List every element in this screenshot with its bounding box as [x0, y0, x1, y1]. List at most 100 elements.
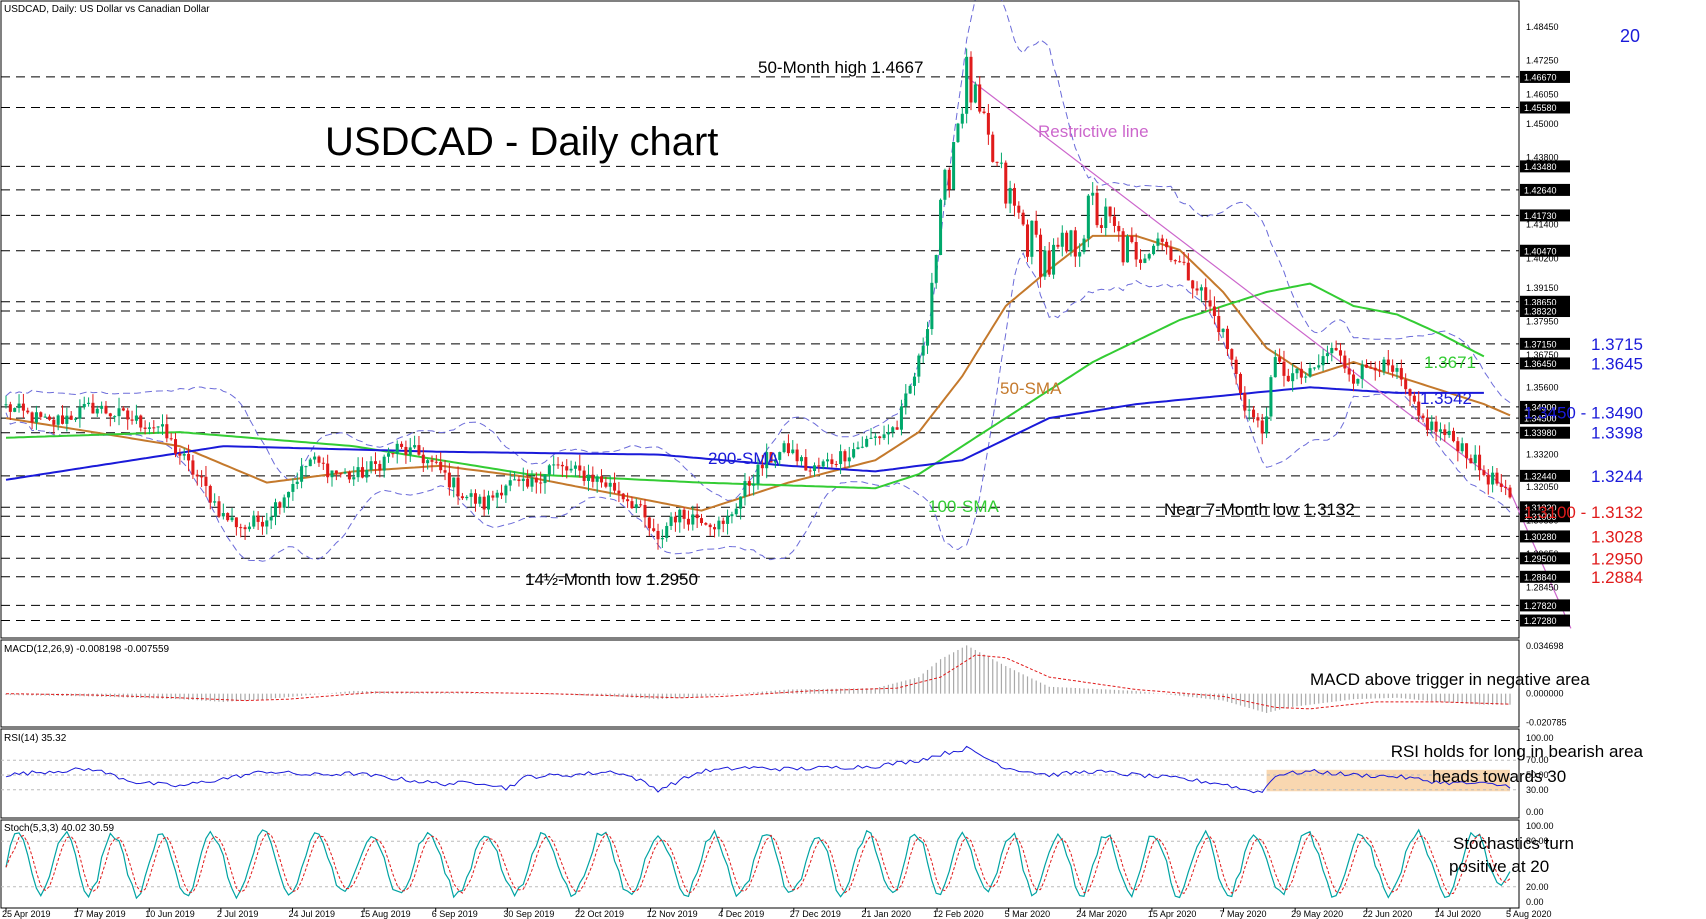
candle-body: [630, 501, 634, 509]
candle-body: [482, 496, 486, 510]
candle-body: [1034, 220, 1038, 235]
price-tick-label: 1.36750: [1526, 350, 1559, 360]
rsi-line: [5, 745, 1511, 794]
candle-body: [1195, 288, 1199, 291]
candle-body: [1152, 245, 1156, 255]
candle-body: [1451, 430, 1456, 442]
candle-body: [804, 457, 808, 471]
candle-body: [626, 499, 630, 502]
level-annotation: 1.3100 - 1.3132: [1524, 503, 1643, 522]
candle-body: [1173, 260, 1177, 262]
candle-body: [347, 472, 351, 480]
candle-body: [343, 472, 347, 474]
candle-body: [608, 482, 612, 487]
price-tick-label: 1.41400: [1526, 220, 1559, 230]
date-axis-labels: 25 Apr 2019 17 May 2019 10 Jun 2019 2 Jul 2…: [2, 908, 1552, 919]
candle-body: [369, 461, 373, 470]
candle-body: [556, 464, 560, 466]
candle-body: [1186, 262, 1190, 281]
candle-body: [191, 460, 195, 475]
candle-body: [1278, 357, 1282, 362]
candle-body: [373, 461, 377, 464]
candle-body: [108, 413, 112, 417]
candle-body: [391, 453, 395, 455]
candle-body: [365, 469, 369, 478]
date-tick-label: 10 Jun 2019: [145, 909, 195, 919]
candle-body: [1295, 368, 1299, 374]
candle-body: [1030, 220, 1034, 257]
candle-body: [1412, 395, 1416, 402]
annotation-14-month-low: 14½-Month low 1.2950: [525, 570, 698, 589]
price-tick-label: 1.32050: [1526, 482, 1559, 492]
candle-body: [1343, 355, 1347, 369]
candle-body: [221, 513, 225, 517]
stoch-tick-label: 100.00: [1526, 821, 1554, 831]
candle-body: [300, 466, 304, 482]
candle-body: [960, 113, 964, 124]
candle-body: [334, 470, 338, 474]
candle-body: [456, 477, 460, 497]
header-text: USDCAD, Daily: US Dollar vs Canadian Dol…: [4, 4, 210, 15]
candle-body: [1425, 418, 1429, 430]
candle-body: [1386, 359, 1390, 366]
level-price-box: [1520, 183, 1570, 196]
candle-body: [530, 477, 534, 487]
candle-body: [1456, 441, 1460, 452]
candle-body: [786, 443, 790, 454]
stoch-annotation-line1: Stochastics turn: [1453, 834, 1574, 853]
candle-body: [852, 449, 856, 458]
candle-body: [1273, 357, 1277, 378]
candle-body: [1056, 244, 1060, 247]
candle-body: [165, 424, 169, 439]
candle-body: [886, 432, 890, 435]
candle-body: [999, 162, 1003, 164]
candle-body: [478, 496, 482, 504]
annotation-restrictive-line: Restrictive line: [1038, 122, 1149, 141]
level-price-box: [1520, 70, 1570, 83]
level-price-label: 1.38650: [1524, 297, 1557, 307]
candle-body: [1212, 306, 1216, 317]
candle-body: [260, 521, 264, 527]
candle-body: [273, 502, 278, 517]
date-tick-label: 27 Dec 2019: [790, 909, 841, 919]
candle-body: [782, 443, 786, 453]
level-price-label: 1.36450: [1524, 359, 1557, 369]
candle-body: [360, 467, 364, 478]
candle-body: [926, 329, 930, 346]
candle-body: [965, 56, 969, 114]
candle-body: [26, 410, 30, 413]
candle-body: [604, 482, 608, 487]
candle-body: [1504, 486, 1508, 488]
candle-body: [573, 465, 577, 469]
candle-body: [1182, 261, 1186, 263]
candle-body: [1291, 373, 1295, 382]
candle-body: [599, 476, 604, 483]
candle-body: [1139, 259, 1143, 263]
level-price-label: 1.42640: [1524, 185, 1557, 195]
candle-body: [178, 453, 182, 456]
candle-body: [443, 470, 447, 473]
level-price-label: 1.34900: [1524, 402, 1557, 412]
level-price-label: 1.34500: [1524, 414, 1557, 424]
candle-body: [586, 474, 590, 481]
candle-body: [1369, 367, 1373, 369]
candle-body: [904, 393, 908, 407]
candle-body: [921, 345, 925, 356]
candle-body: [699, 518, 704, 524]
rsi-tick-label: 50.00: [1526, 770, 1549, 780]
label-100-sma: 100-SMA: [928, 497, 1000, 516]
50-sma-line: [5, 234, 1511, 512]
candle-body: [943, 169, 947, 200]
candle-body: [539, 482, 543, 484]
candle-body: [647, 517, 651, 529]
candle-body: [517, 479, 521, 482]
candle-body: [582, 470, 586, 481]
candle-body: [773, 459, 777, 463]
level-price-box: [1520, 570, 1570, 583]
candle-body: [1399, 368, 1403, 380]
candle-body: [291, 483, 295, 492]
candle-body: [78, 407, 82, 419]
candle-body: [243, 527, 247, 530]
candle-body: [326, 463, 330, 478]
